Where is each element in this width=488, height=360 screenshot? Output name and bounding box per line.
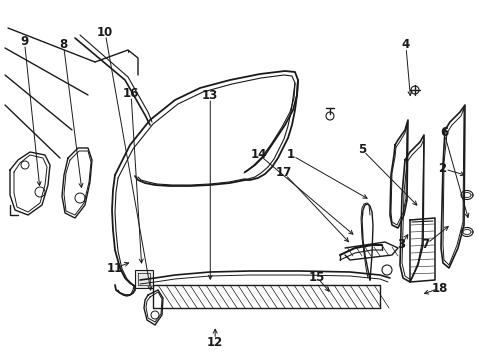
- Text: 4: 4: [401, 39, 409, 51]
- Text: 2: 2: [438, 162, 446, 175]
- Text: 18: 18: [431, 282, 447, 294]
- Text: 1: 1: [286, 148, 294, 161]
- Text: 11: 11: [106, 262, 123, 275]
- Text: 13: 13: [202, 89, 218, 102]
- Bar: [135, 270, 153, 288]
- Text: 10: 10: [97, 26, 113, 39]
- Text: 9: 9: [20, 35, 28, 48]
- Text: 12: 12: [206, 336, 223, 348]
- Text: 6: 6: [439, 126, 447, 139]
- Text: 16: 16: [122, 87, 139, 100]
- Text: 3: 3: [396, 238, 404, 251]
- Text: 17: 17: [275, 166, 291, 179]
- Text: 8: 8: [60, 39, 67, 51]
- Text: 7: 7: [421, 238, 428, 251]
- Text: 5: 5: [357, 143, 365, 156]
- Text: 14: 14: [250, 148, 267, 161]
- Text: 15: 15: [308, 271, 325, 284]
